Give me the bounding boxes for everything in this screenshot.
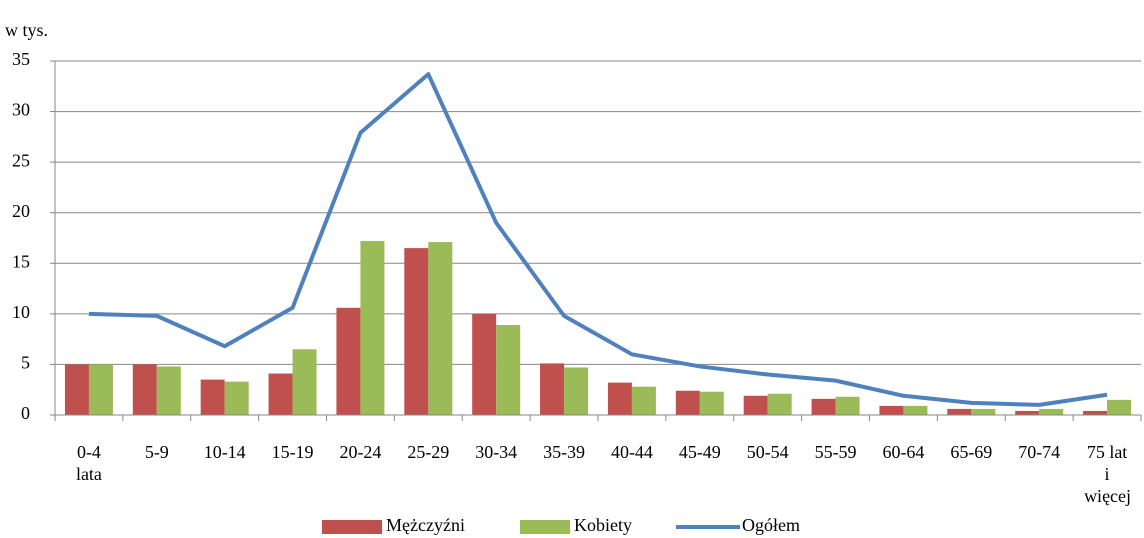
legend-swatch <box>322 520 382 534</box>
bar <box>404 248 429 415</box>
x-tick-label: 55-59 <box>814 442 857 462</box>
x-tick-label: 45-49 <box>678 442 721 462</box>
x-tick-label: 30-34 <box>475 442 518 462</box>
y-tick-label: 5 <box>21 353 30 373</box>
bar <box>540 363 565 415</box>
bar <box>947 408 972 415</box>
bar <box>811 398 836 415</box>
y-tick-label: 10 <box>12 302 30 322</box>
bar <box>971 408 996 415</box>
bar <box>200 379 225 415</box>
bar <box>675 390 700 415</box>
bar <box>360 241 385 415</box>
bar <box>699 391 724 415</box>
y-tick-label: 25 <box>12 150 30 170</box>
bar <box>879 405 904 415</box>
bar <box>1107 399 1132 415</box>
bar <box>88 364 113 415</box>
bar <box>472 313 497 415</box>
x-tick-label: 60-64 <box>882 442 925 462</box>
y-tick-label: 35 <box>12 49 30 69</box>
bar <box>607 382 632 415</box>
bar <box>132 364 157 415</box>
bar <box>1083 410 1108 415</box>
bar <box>336 307 361 415</box>
x-tick-label: 5-9 <box>144 442 169 462</box>
bar <box>268 373 293 415</box>
bar <box>224 381 249 415</box>
x-tick-label: 35-39 <box>543 442 586 462</box>
legend-label: Ogółem <box>742 515 800 535</box>
bar <box>564 367 589 415</box>
bar <box>743 395 768 415</box>
x-tick-label: 70-74 <box>1018 442 1061 462</box>
x-tick-label: 65-69 <box>950 442 993 462</box>
bar <box>631 386 656 415</box>
line <box>88 72 1108 407</box>
x-tick-label: 10-14 <box>203 442 246 462</box>
bar <box>835 396 860 415</box>
y-tick-label: 30 <box>12 100 30 120</box>
x-tick-label: 20-24 <box>339 442 382 462</box>
x-tick-label: 0-4 lata <box>75 442 102 484</box>
bar <box>1039 408 1064 415</box>
x-tick-label: 25-29 <box>407 442 450 462</box>
bar <box>767 393 792 415</box>
x-tick-label: 50-54 <box>746 442 789 462</box>
bar <box>292 349 317 415</box>
bar <box>496 324 521 415</box>
y-tick-label: 20 <box>12 201 30 221</box>
legend-label: Kobiety <box>574 515 632 535</box>
bar <box>428 242 453 415</box>
y-tick-label: 15 <box>12 251 30 271</box>
x-tick-label: 40-44 <box>610 442 653 462</box>
y-unit-label: w tys. <box>5 20 48 40</box>
y-tick-label: 0 <box>21 403 30 423</box>
bar <box>64 364 89 415</box>
bar <box>903 405 928 415</box>
bar <box>156 366 181 415</box>
legend-label: Mężczyźni <box>386 515 465 535</box>
legend-swatch <box>520 520 570 534</box>
x-tick-label: 75 lat i więcej <box>1084 442 1132 506</box>
bar <box>1015 410 1040 415</box>
x-tick-label: 15-19 <box>271 442 314 462</box>
